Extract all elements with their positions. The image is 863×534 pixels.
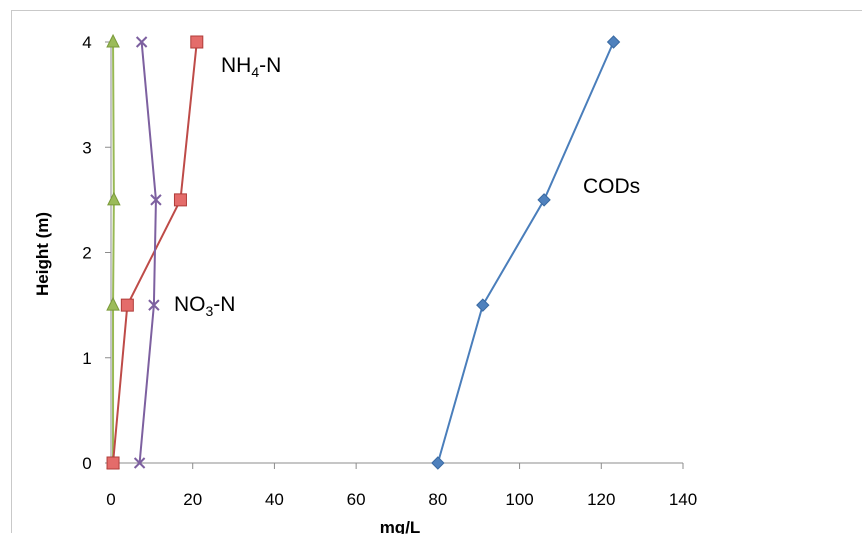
- x-tick-label: 40: [265, 490, 284, 509]
- triangle-marker: [107, 191, 121, 206]
- y-axis-title: Height (m): [33, 212, 52, 296]
- x-tick-label: 60: [347, 490, 366, 509]
- x-tick-label: 80: [428, 490, 447, 509]
- diamond-marker: [537, 193, 551, 207]
- diamond-marker: [431, 456, 445, 470]
- series-line: [112, 41, 115, 463]
- x-marker: [148, 299, 160, 311]
- square-marker: [190, 35, 204, 49]
- diamond-marker: [606, 35, 621, 49]
- series-no3-n: NO3-N: [133, 36, 235, 469]
- diamond-marker: [476, 298, 490, 312]
- x-tick-label: 140: [669, 490, 697, 509]
- series-label: CODs: [583, 175, 640, 198]
- triangle-marker: [106, 297, 120, 311]
- x-marker: [135, 36, 148, 48]
- series-cods: CODs: [431, 35, 640, 470]
- series-line: [138, 41, 157, 464]
- square-marker: [106, 456, 120, 470]
- series-label: NO3-N: [174, 293, 235, 319]
- x-tick-label: 100: [505, 490, 533, 509]
- y-tick-label: 4: [82, 33, 91, 52]
- y-tick-label: 2: [82, 244, 91, 263]
- series-line: [112, 41, 198, 464]
- square-marker: [120, 298, 134, 312]
- y-tick-label: 1: [82, 349, 91, 368]
- square-marker: [173, 193, 187, 207]
- series-nh4-n: NH4-N: [106, 35, 281, 470]
- x-marker: [133, 457, 146, 469]
- x-tick-label: 120: [587, 490, 615, 509]
- x-tick-label: 0: [106, 490, 115, 509]
- chart-frame: [11, 10, 862, 533]
- series-layer: NH4-N NO3-N CODs: [106, 33, 640, 470]
- triangle-marker: [106, 33, 120, 48]
- x-tick-label: 20: [183, 490, 202, 509]
- y-tick-label: 3: [82, 138, 91, 157]
- x-axis-title: mg/L: [380, 518, 421, 534]
- x-marker: [150, 194, 162, 206]
- series-line: [436, 41, 615, 464]
- y-tick-label: 0: [82, 454, 91, 473]
- series-label: NH4-N: [221, 54, 281, 80]
